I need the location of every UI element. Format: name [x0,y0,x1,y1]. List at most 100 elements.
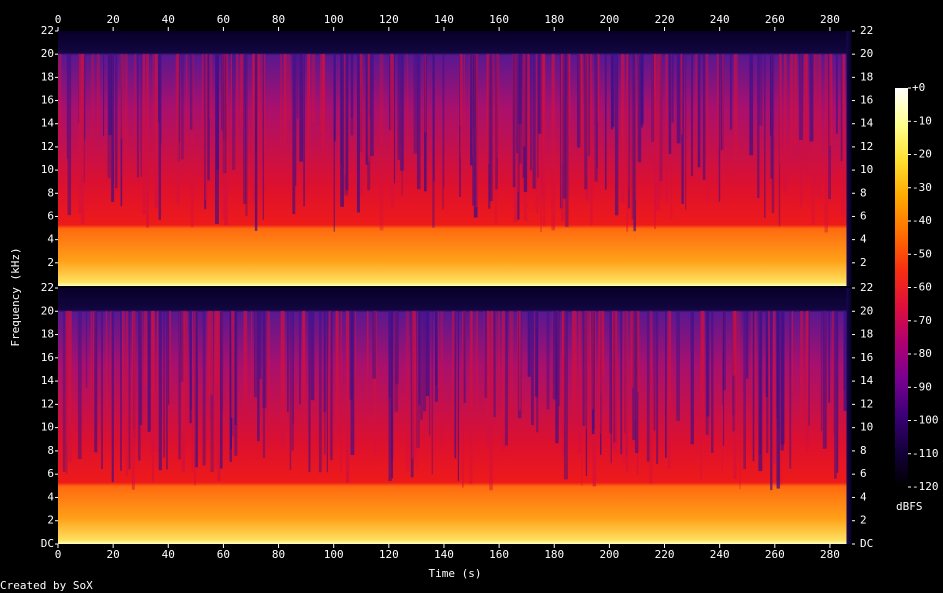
spectrogram-stripe [311,53,316,123]
x-tick-label-top: 280 [820,13,840,26]
spectrogram-stripe [737,311,740,413]
spectrogram-stripe [651,53,654,119]
spectrogram-stripe [676,53,681,144]
spectrogram-stripe [367,311,369,386]
spectrogram-stripe [729,53,733,130]
spectrogram-stripe [834,311,837,479]
spectrogram-stripe [125,311,129,477]
spectrogram-stripe [665,311,667,458]
x-tick-label: 280 [820,548,840,561]
spectrogram-stripe [342,53,346,175]
spectrogram-stripe [578,53,583,154]
spectrogram-stripe [733,311,737,479]
spectrogram-stripe [656,311,659,465]
spectrogram-stripe [405,311,410,472]
spectrogram-stripe [180,53,184,160]
spectrogram-stripe [96,53,100,134]
spectrogram-stripe [634,311,639,454]
spectrogram-stripe [62,311,66,472]
spectrogram-stripe [711,311,714,453]
spectrogram-stripe [333,53,335,232]
spectrogram-stripe [517,311,520,399]
spectrogram-stripe [437,311,439,388]
spectrogram-stripe [252,53,255,177]
spectrogram-stripe [512,53,516,188]
spectrogram-stripe [365,53,368,165]
spectrogram-stripe [101,311,103,470]
spectrogram-stripe [805,53,809,175]
spectrogram-stripe [254,311,258,398]
spectrogram-stripe [340,311,342,472]
spectrogram-stripe [190,53,194,228]
spectrogram-stripe [262,311,266,458]
spectrogram-stripe [416,311,420,449]
spectrogram-stripe [259,311,262,379]
spectrogram-stripe [413,311,417,458]
spectrogram-stripe [287,311,289,412]
spectrogram-stripe [324,311,326,455]
spectrogram-stripe [649,311,653,484]
spectrogram-stripe [213,311,218,469]
spectrogram-stripe [194,311,196,486]
spectrogram-stripe [592,311,594,410]
y-tick-label-right: 20 [860,304,873,317]
spectrogram-stripe [411,311,415,459]
x-tick-label-top: 200 [599,13,619,26]
y-tick-label: 14 [41,374,55,387]
spectrogram-stripe [718,53,721,202]
spectrogram-stripe [588,311,592,395]
colorbar-tick-label: -100 [912,414,939,427]
spectrogram-stripe [470,311,473,412]
spectrogram-stripe [236,53,239,175]
spectrogram-stripe [283,53,286,151]
y-tick-label: 20 [41,304,54,317]
spectrogram-stripe [390,53,394,150]
spectrogram-stripe [65,311,70,444]
spectrogram-stripe [484,311,488,398]
spectrogram-stripe [257,311,260,442]
spectrogram-stripe [680,53,683,135]
spectrogram-stripe [229,311,232,462]
spectrogram-stripe [420,311,423,420]
spectrogram-stripe [527,53,530,153]
y-tick-label-right: 20 [860,47,873,60]
spectrogram-stripe [470,53,473,166]
y-tick-label-right: 18 [860,328,873,341]
spectrogram-stripe [457,311,460,481]
spectrogram-stripe [668,53,672,154]
spectrogram-stripe [659,53,663,182]
spectrogram-stripe [303,53,305,207]
spectrogram-stripe [459,53,463,126]
spectrogram-stripe [584,311,588,429]
spectrogram-stripe [793,53,798,147]
spectrogram-stripe [651,53,655,142]
spectrogram-stripe [231,53,236,170]
spectrogram-stripe [538,53,542,134]
spectrogram-stripe [267,311,271,448]
spectrogram-stripe [68,311,72,463]
spectrogram-stripe [820,311,823,432]
spectrogram-stripe [190,53,193,130]
colorbar-tick-label: -120 [912,480,939,493]
spectrogram-stripe [563,311,568,480]
spectrogram-stripe [582,311,587,426]
spectrogram-stripe [454,311,457,459]
spectrogram-stripe [181,311,186,472]
x-tick-label: 260 [765,548,785,561]
spectrogram-stripe [137,311,141,461]
spectrogram-stripe [829,53,833,147]
spectrogram-stripe [418,311,421,405]
spectrogram-stripe [330,311,333,461]
spectrogram-stripe [241,53,245,130]
spectrogram-stripe [495,311,497,422]
x-tick-label-top: 260 [765,13,785,26]
spectrogram-stripe [219,311,223,469]
spectrogram-stripe [245,53,248,217]
spectrogram-stripe [221,53,225,131]
y-axis-label: Frequency (kHz) [9,247,22,346]
spectrogram-stripe [722,311,726,391]
spectrogram-stripe [136,53,139,178]
spectrogram-stripe [691,53,693,177]
spectrogram-stripe [475,311,479,424]
spectrogram-stripe [280,311,285,447]
